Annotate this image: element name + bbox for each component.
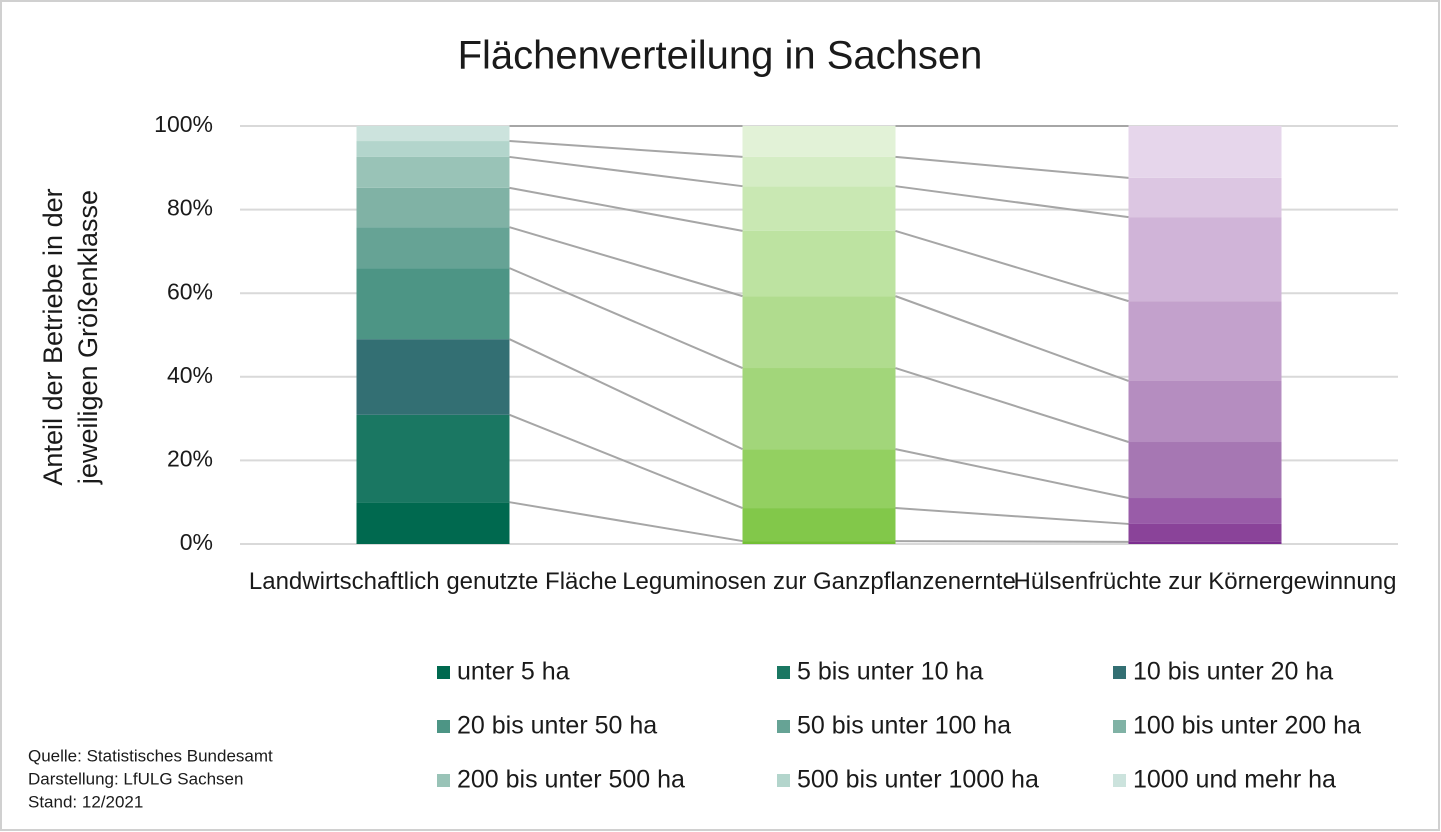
y-tick-label: 60%: [167, 278, 213, 304]
bar-segment: [356, 141, 510, 157]
y-tick-label: 40%: [167, 362, 213, 388]
bar-segment: [1128, 442, 1282, 499]
bar-segment: [356, 156, 510, 188]
chart-title: Flächenverteilung in Sachsen: [458, 34, 983, 78]
bar-segment: [742, 126, 896, 157]
bar-segment: [742, 156, 896, 187]
legend-swatch: [777, 774, 790, 787]
legend-label: 10 bis unter 20 ha: [1133, 658, 1333, 686]
connector-line: [509, 226, 743, 298]
bar-segment: [1128, 380, 1282, 443]
source-note: Quelle: Statistisches Bundesamt: [28, 746, 273, 765]
y-tick-label: 20%: [167, 445, 213, 471]
bar-segment: [356, 339, 510, 415]
legend-label: 50 bis unter 100 ha: [797, 712, 1011, 740]
bar-segment: [356, 227, 510, 269]
connector-line: [895, 155, 1129, 179]
bar-segment: [356, 126, 510, 142]
y-tick-label: 80%: [167, 195, 213, 221]
y-axis-label: jeweiligen Größenklasse: [73, 190, 103, 485]
legend-label: unter 5 ha: [457, 658, 570, 686]
connector-line: [895, 367, 1129, 443]
connector-line: [895, 229, 1129, 303]
legend-swatch: [437, 666, 450, 679]
bar-segment: [356, 268, 510, 340]
legend-swatch: [1113, 774, 1126, 787]
legend-swatch: [777, 666, 790, 679]
legend-label: 500 bis unter 1000 ha: [797, 766, 1039, 794]
legend-label: 100 bis unter 200 ha: [1133, 712, 1361, 740]
y-tick-label: 0%: [180, 529, 213, 555]
legend-label: 200 bis unter 500 ha: [457, 766, 685, 794]
bar-segment: [356, 414, 510, 503]
x-tick-label: Landwirtschaftlich genutzte Fläche: [248, 568, 618, 595]
bar-segment: [1128, 541, 1282, 544]
legend-swatch: [437, 720, 450, 733]
bar-segment: [1128, 498, 1282, 524]
x-tick-label: Leguminosen zur Ganzpflanzenernte: [622, 568, 1016, 595]
connector-line: [509, 413, 743, 509]
connector-line: [895, 448, 1129, 499]
connector-line: [509, 186, 743, 232]
legend-swatch: [1113, 666, 1126, 679]
bar-segment: [742, 508, 896, 542]
connector-line: [509, 501, 743, 543]
bar-segment: [356, 187, 510, 228]
source-note: Stand: 12/2021: [28, 792, 143, 811]
connector-line: [895, 540, 1129, 543]
legend-label: 1000 und mehr ha: [1133, 766, 1336, 794]
legend-label: 20 bis unter 50 ha: [457, 712, 657, 740]
bar-segment: [1128, 126, 1282, 178]
bar-segment: [742, 230, 896, 297]
connector-line: [509, 267, 743, 369]
connector-line: [509, 140, 743, 158]
bar-segment: [742, 449, 896, 509]
legend-label: 5 bis unter 10 ha: [797, 658, 983, 686]
source-note: Darstellung: LfULG Sachsen: [28, 769, 243, 788]
connector-line: [509, 338, 743, 451]
legend-swatch: [437, 774, 450, 787]
legend-swatch: [1113, 720, 1126, 733]
bar-segment: [1128, 523, 1282, 542]
connector-line: [895, 507, 1129, 525]
bar-segment: [1128, 177, 1282, 218]
bar-segment: [742, 296, 896, 369]
legend-swatch: [777, 720, 790, 733]
bar-segment: [1128, 217, 1282, 302]
connector-line: [895, 185, 1129, 219]
y-axis-label: Anteil der Betriebe in der: [38, 188, 68, 485]
bar-segment: [742, 186, 896, 231]
x-tick-label: Hülsenfrüchte zur Körnergewinnung: [1013, 568, 1397, 595]
connector-line: [509, 155, 743, 188]
bar-segment: [742, 368, 896, 450]
y-tick-label: 100%: [154, 111, 213, 137]
connector-line: [895, 295, 1129, 382]
bar-segment: [356, 502, 510, 544]
bar-segment: [1128, 301, 1282, 381]
bar-segment: [742, 541, 896, 544]
